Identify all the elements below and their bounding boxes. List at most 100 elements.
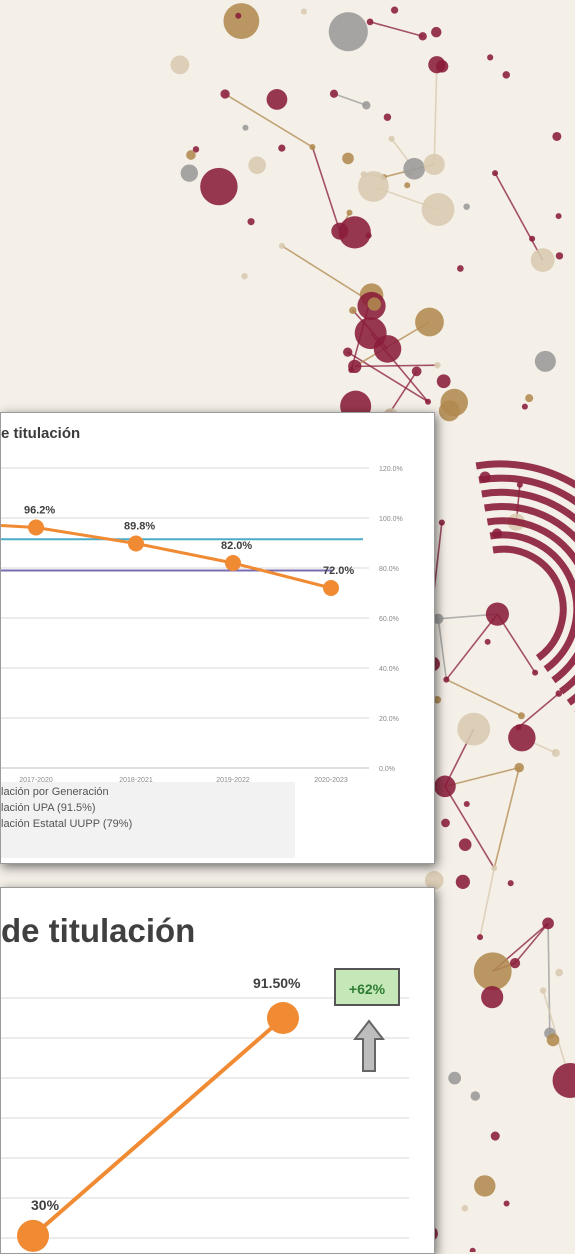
network-node: [481, 986, 504, 1009]
network-node: [192, 146, 200, 153]
network-link: [496, 613, 536, 674]
network-link: [333, 92, 367, 107]
network-link: [433, 64, 438, 165]
network-link: [369, 21, 423, 38]
network-node: [223, 3, 260, 39]
network-node: [443, 676, 450, 683]
network-node: [278, 242, 285, 249]
network-node: [477, 934, 484, 941]
network-node: [517, 712, 525, 720]
network-node: [220, 89, 230, 99]
network-node: [546, 1033, 560, 1047]
network-link: [437, 618, 448, 680]
network-node: [457, 712, 491, 746]
line-chart-comparativo: 30% 91.50%: [1, 975, 409, 1252]
network-node: [421, 193, 455, 226]
network-node: [487, 54, 494, 61]
x-tick-label: 2017-2020: [19, 777, 53, 784]
y-tick-label: 40.0%: [379, 666, 399, 673]
network-node: [403, 157, 426, 180]
network-node: [373, 335, 402, 363]
line-chart-generacion: 120.0% 100.0% 80.0% 60.0% 40.0% 20.0% 0.0% 2017…: [1, 466, 403, 784]
x-tick-label: 2020-2023: [314, 777, 348, 784]
network-node: [431, 26, 442, 38]
network-node: [348, 367, 355, 374]
network-node: [552, 131, 562, 141]
data-point: [323, 580, 339, 596]
data-label: 91.50%: [253, 975, 301, 991]
network-node: [469, 1247, 476, 1252]
network-node: [241, 272, 248, 280]
chart-panel-titulacion-comparativo: 30% 91.50% de titulación +62%: [0, 887, 435, 1254]
network-node: [463, 203, 470, 210]
network-node: [463, 800, 470, 807]
network-node: [186, 150, 196, 160]
data-point: [28, 519, 44, 536]
network-link: [354, 364, 438, 368]
legend-item-generacion: lación por Generación: [1, 786, 109, 798]
network-node: [358, 171, 389, 202]
data-label: 82.0%: [221, 540, 252, 552]
network-node: [552, 1062, 575, 1098]
network-node: [388, 135, 395, 142]
arrow-up-icon: [353, 1019, 385, 1072]
network-node: [470, 1091, 481, 1101]
network-node: [338, 216, 371, 249]
network-link: [514, 922, 549, 964]
y-tick-label: 20.0%: [379, 716, 399, 723]
network-node: [309, 144, 316, 151]
network-node: [404, 182, 411, 189]
network-node: [530, 248, 555, 272]
emblem-arc: [489, 531, 575, 673]
data-point: [128, 535, 144, 552]
network-node: [343, 347, 353, 357]
network-node: [415, 307, 444, 337]
network-link: [281, 245, 375, 305]
data-label: 72.0%: [323, 565, 354, 577]
network-node: [434, 775, 456, 798]
network-link: [444, 766, 520, 788]
network-link: [445, 613, 499, 681]
network-link: [493, 767, 520, 869]
network-node: [551, 748, 560, 757]
data-label: 89.8%: [124, 521, 155, 533]
network-node: [248, 156, 266, 175]
network-node: [461, 1205, 469, 1212]
network-link: [479, 868, 496, 938]
chart-legend: lación por Generación lación UPA (91.5%)…: [1, 782, 295, 858]
network-node: [383, 113, 392, 121]
network-node: [438, 519, 445, 526]
network-node: [242, 124, 249, 131]
series-line: [31, 1016, 285, 1238]
network-node: [425, 398, 432, 405]
network-node: [266, 89, 288, 110]
network-node: [235, 12, 242, 19]
data-point: [225, 555, 241, 571]
network-node: [367, 297, 381, 311]
emblem-arc: [484, 503, 575, 695]
network-node: [532, 669, 539, 676]
network-node: [485, 602, 509, 626]
emblem-arc: [486, 517, 575, 684]
network-node: [508, 724, 536, 752]
network-node: [507, 880, 514, 887]
network-node: [455, 874, 470, 889]
emblem-arc: [478, 474, 575, 712]
data-label: 96.2%: [24, 505, 55, 517]
network-node: [484, 638, 491, 645]
network-link: [224, 93, 313, 148]
network-link: [547, 923, 551, 1034]
network-node: [555, 690, 563, 697]
emblem-arc: [492, 545, 567, 661]
network-node: [411, 366, 422, 377]
chart-panel-titulacion-generacion: 120.0% 100.0% 80.0% 60.0% 40.0% 20.0% 0.0% 2017…: [0, 412, 435, 864]
network-node: [346, 209, 353, 216]
network-node: [438, 400, 460, 422]
network-node: [362, 101, 371, 110]
network-node: [503, 1200, 510, 1207]
network-node: [390, 6, 399, 14]
y-tick-label: 120.0%: [379, 466, 403, 473]
network-node: [441, 818, 450, 828]
network-link: [517, 692, 560, 728]
